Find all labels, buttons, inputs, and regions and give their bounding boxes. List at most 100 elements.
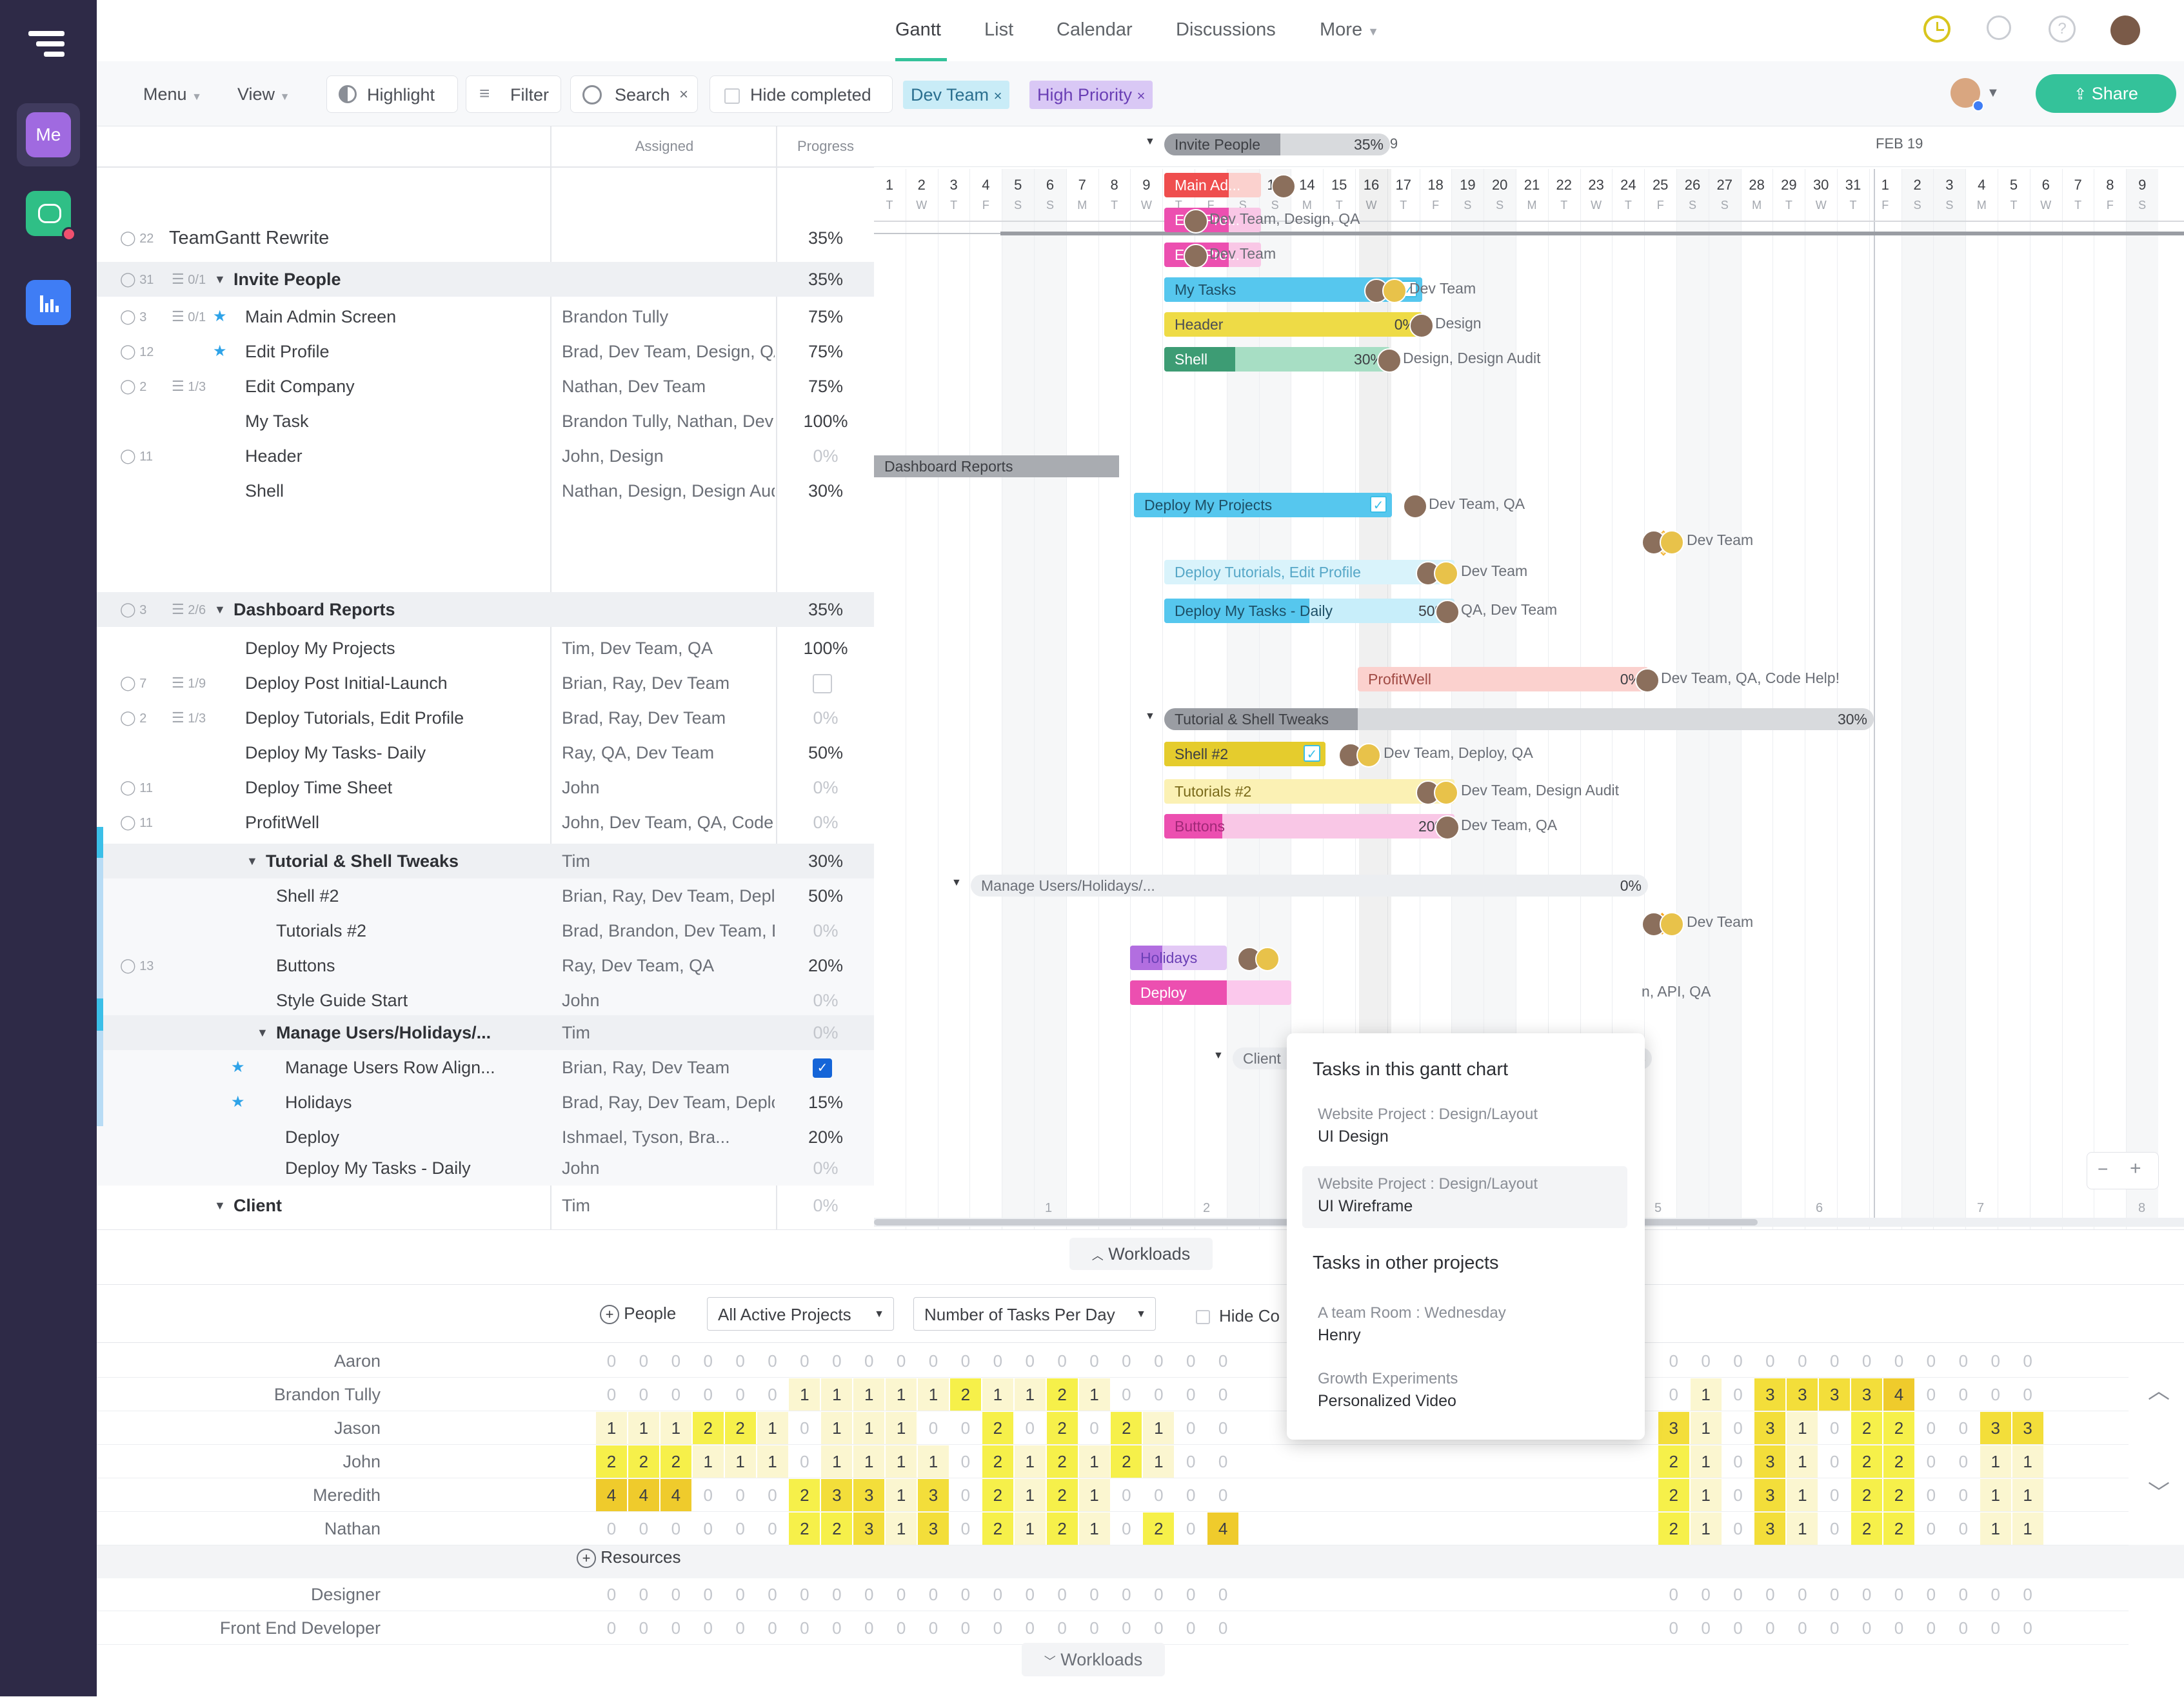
workload-cell[interactable]: 0 [1819, 1412, 1851, 1444]
workload-cell[interactable]: 4 [628, 1479, 659, 1511]
checklist-count[interactable]: ☰ 0/1 [172, 299, 206, 335]
workload-cell[interactable]: 0 [1819, 1612, 1851, 1644]
assignee-avatar[interactable] [1409, 313, 1434, 338]
gantt-task-bar[interactable]: Deploy Tutorials, Edit Profile0% [1164, 560, 1454, 584]
assigned-cell[interactable]: Nathan, Dev Team [562, 377, 706, 396]
gantt-task-bar[interactable]: Tutorials #20% [1164, 779, 1454, 804]
workload-cell[interactable]: 2 [1883, 1479, 1914, 1511]
workload-cell[interactable]: 0 [1915, 1578, 1947, 1611]
workload-cell[interactable]: 3 [918, 1479, 949, 1511]
workload-cell[interactable]: 0 [1175, 1513, 1207, 1545]
workload-cell[interactable]: 1 [1014, 1445, 1046, 1478]
workload-cell[interactable]: 0 [853, 1345, 885, 1377]
task-name[interactable]: Header [245, 446, 303, 466]
popover-item[interactable]: A team Room : Wednesday Henry [1287, 1299, 1645, 1351]
assignee-avatar[interactable] [1434, 780, 1458, 805]
completion-checkbox[interactable]: ✓ [813, 1058, 832, 1078]
progress-cell[interactable]: 0% [813, 446, 839, 466]
workload-cell[interactable]: 0 [1851, 1578, 1883, 1611]
workload-cell[interactable]: 0 [1722, 1445, 1754, 1478]
workload-cell[interactable]: 0 [1207, 1612, 1239, 1644]
workload-cell[interactable]: 2 [660, 1445, 691, 1478]
task-row[interactable]: Tutorials #2 Brad, Brandon, Dev Team, Des… [97, 913, 874, 948]
workload-cell[interactable]: 2 [724, 1412, 756, 1444]
task-row[interactable]: Deploy My Tasks - Daily John 0% [97, 1151, 874, 1186]
workload-cell[interactable]: 1 [853, 1445, 885, 1478]
people-button[interactable]: + People [600, 1304, 676, 1325]
workload-cell[interactable]: 3 [853, 1513, 885, 1545]
tab-calendar[interactable]: Calendar [1057, 19, 1133, 40]
workload-cell[interactable]: 2 [596, 1445, 627, 1478]
workload-cell[interactable]: 0 [1111, 1578, 1142, 1611]
workload-cell[interactable]: 0 [949, 1578, 981, 1611]
assignee-avatar[interactable] [1635, 668, 1660, 693]
checklist-count[interactable]: ☰ 1/3 [172, 700, 206, 736]
workload-cell[interactable]: 2 [982, 1513, 1013, 1545]
me-button[interactable]: Me [17, 103, 80, 166]
gantt-task-bar[interactable]: Deploy My Tasks - Daily 50% [1164, 599, 1454, 623]
workload-cell[interactable]: 0 [1175, 1578, 1207, 1611]
task-name[interactable]: Tutorial & Shell Tweaks [266, 851, 459, 871]
workload-cell[interactable]: 2 [789, 1479, 820, 1511]
collapse-caret-icon[interactable]: ▼ [1145, 136, 1155, 147]
task-row[interactable]: ◯ 12 ★ Edit Profile Brad, Dev Team, Design,… [97, 334, 874, 369]
workload-cell[interactable]: 1 [596, 1412, 627, 1444]
assigned-cell[interactable]: Brian, Ray, Dev Team [562, 1058, 730, 1077]
workload-cell[interactable]: 1 [1078, 1479, 1110, 1511]
workload-cell[interactable]: 1 [628, 1412, 659, 1444]
workload-cell[interactable]: 1 [1787, 1479, 1818, 1511]
checklist-count[interactable]: ☰ 2/6 [172, 592, 206, 628]
user-avatar[interactable] [2110, 15, 2140, 45]
assigned-cell[interactable]: Tim [562, 1023, 590, 1042]
workload-cell[interactable]: 1 [1690, 1513, 1722, 1545]
workload-cell[interactable]: 0 [628, 1612, 659, 1644]
progress-cell[interactable]: 0% [813, 1158, 839, 1178]
tab-list[interactable]: List [984, 19, 1014, 40]
workload-cell[interactable]: 0 [1947, 1445, 1979, 1478]
workload-cell[interactable]: 0 [949, 1445, 981, 1478]
menu-dropdown[interactable]: Menu ▼ [130, 75, 214, 113]
projects-select[interactable]: All Active Projects ▼ [707, 1297, 894, 1331]
workload-cell[interactable]: 0 [918, 1412, 949, 1444]
workload-cell[interactable]: 2 [1851, 1412, 1883, 1444]
workload-cell[interactable]: 0 [1819, 1479, 1851, 1511]
task-name[interactable]: Buttons [276, 956, 335, 975]
task-row[interactable]: ◯ 7 ☰ 1/9 Deploy Post Initial-Launch Brian,… [97, 666, 874, 700]
workload-cell[interactable]: 1 [1143, 1412, 1175, 1444]
workload-cell[interactable]: 0 [1819, 1445, 1851, 1478]
workload-cell[interactable]: 0 [949, 1345, 981, 1377]
filter-chip-dev-team[interactable]: Dev Team × [903, 81, 1010, 109]
collapse-caret-icon[interactable]: ▼ [214, 273, 226, 286]
workload-cell[interactable]: 0 [724, 1378, 756, 1411]
task-row[interactable]: ★ Manage Users Row Align... Brian, Ray, De… [97, 1050, 874, 1085]
task-row[interactable]: ◯ 11 ProfitWell John, Dev Team, QA, Code H… [97, 805, 874, 840]
close-icon[interactable]: × [679, 86, 688, 103]
workload-cell[interactable]: 0 [596, 1612, 627, 1644]
workload-cell[interactable]: 0 [596, 1378, 627, 1411]
workload-cell[interactable]: 0 [789, 1412, 820, 1444]
workload-cell[interactable]: 0 [1980, 1378, 2011, 1411]
assignee-avatar[interactable] [1184, 209, 1208, 233]
help-icon[interactable]: ? [2049, 15, 2076, 43]
search-icon[interactable] [1987, 15, 2014, 43]
progress-cell[interactable]: 20% [808, 1127, 844, 1147]
progress-cell[interactable]: 35% [808, 228, 844, 248]
comment-count[interactable]: ◯ 7 [120, 666, 146, 701]
task-name[interactable]: Client [233, 1196, 283, 1215]
workload-cell[interactable]: 1 [1787, 1412, 1818, 1444]
workload-cell[interactable]: 3 [918, 1513, 949, 1545]
collapse-caret-icon[interactable]: ▼ [951, 877, 962, 888]
popover-item[interactable]: Website Project : Design/Layout UI Wiref… [1302, 1166, 1627, 1228]
workload-cell[interactable]: 0 [1980, 1612, 2011, 1644]
workload-cell[interactable]: 0 [757, 1345, 788, 1377]
task-row[interactable]: ◯ 22 TeamGantt Rewrite 35% [97, 221, 874, 255]
workload-cell[interactable]: 0 [1207, 1412, 1239, 1444]
workload-cell[interactable]: 0 [1722, 1345, 1754, 1377]
tab-gantt[interactable]: Gantt [895, 19, 941, 40]
workload-cell[interactable]: 0 [1143, 1345, 1175, 1377]
assignee-avatar[interactable] [1356, 743, 1381, 768]
task-name[interactable]: Deploy Post Initial-Launch [245, 673, 448, 693]
workload-cell[interactable]: 3 [1754, 1513, 1786, 1545]
workload-cell[interactable]: 0 [1915, 1612, 1947, 1644]
workload-cell[interactable]: 1 [982, 1378, 1013, 1411]
